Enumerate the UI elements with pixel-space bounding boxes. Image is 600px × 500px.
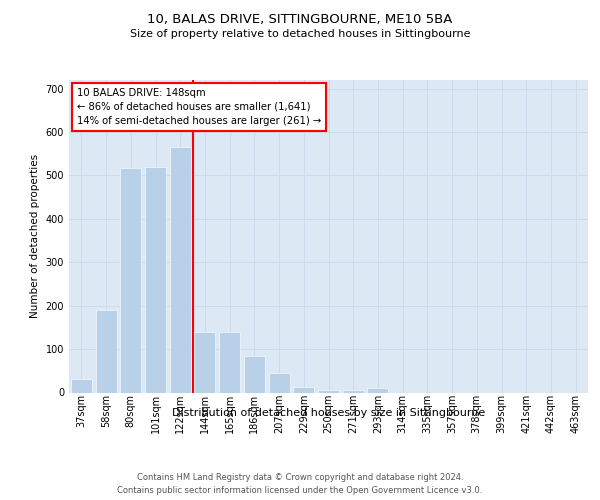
Bar: [244, 356, 265, 393]
Bar: [194, 332, 215, 392]
Bar: [269, 374, 290, 392]
Bar: [120, 168, 141, 392]
Bar: [95, 310, 116, 392]
Bar: [367, 388, 388, 392]
Bar: [293, 388, 314, 392]
Bar: [145, 167, 166, 392]
Bar: [219, 332, 240, 392]
Bar: [343, 390, 364, 392]
Bar: [71, 378, 92, 392]
Text: Size of property relative to detached houses in Sittingbourne: Size of property relative to detached ho…: [130, 29, 470, 39]
Bar: [318, 390, 339, 392]
Y-axis label: Number of detached properties: Number of detached properties: [30, 154, 40, 318]
Bar: [170, 148, 191, 392]
Text: 10 BALAS DRIVE: 148sqm
← 86% of detached houses are smaller (1,641)
14% of semi-: 10 BALAS DRIVE: 148sqm ← 86% of detached…: [77, 88, 321, 126]
Text: 10, BALAS DRIVE, SITTINGBOURNE, ME10 5BA: 10, BALAS DRIVE, SITTINGBOURNE, ME10 5BA: [148, 12, 452, 26]
Text: Contains HM Land Registry data © Crown copyright and database right 2024.
Contai: Contains HM Land Registry data © Crown c…: [118, 473, 482, 495]
Text: Distribution of detached houses by size in Sittingbourne: Distribution of detached houses by size …: [172, 408, 485, 418]
